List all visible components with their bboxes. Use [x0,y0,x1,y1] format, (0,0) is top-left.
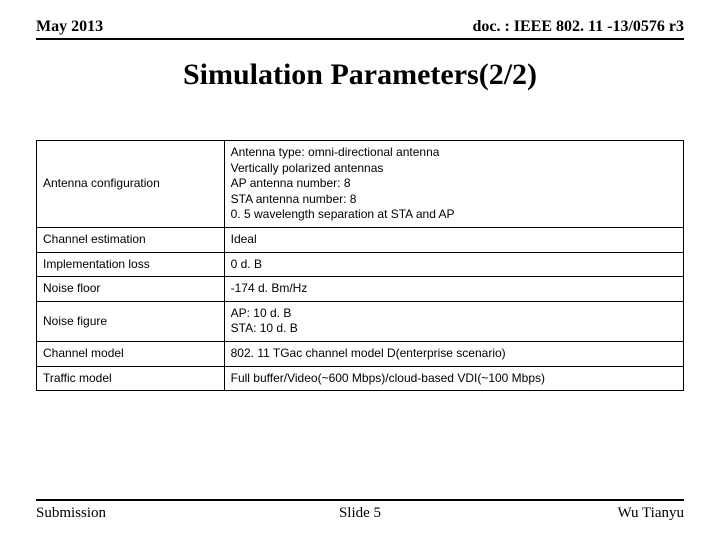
parameters-table-wrap: Antenna configurationAntenna type: omni-… [0,92,720,391]
table-row: Antenna configurationAntenna type: omni-… [37,141,684,228]
param-value: 802. 11 TGac channel model D(enterprise … [224,341,683,366]
footer-right: Wu Tianyu [618,505,685,522]
footer-bar: Submission Slide 5 Wu Tianyu [36,499,684,522]
param-label: Noise figure [37,301,225,341]
table-row: Implementation loss0 d. B [37,252,684,277]
param-value: Ideal [224,227,683,252]
page-title: Simulation Parameters(2/2) [0,58,720,92]
param-label: Antenna configuration [37,141,225,228]
param-label: Traffic model [37,366,225,391]
table-row: Noise figureAP: 10 d. BSTA: 10 d. B [37,301,684,341]
param-label: Channel model [37,341,225,366]
header-date: May 2013 [36,18,103,36]
header-doc-id: doc. : IEEE 802. 11 -13/0576 r3 [472,18,684,36]
param-label: Implementation loss [37,252,225,277]
param-label: Noise floor [37,277,225,302]
param-value: Antenna type: omni-directional antennaVe… [224,141,683,228]
param-value: Full buffer/Video(~600 Mbps)/cloud-based… [224,366,683,391]
parameters-table: Antenna configurationAntenna type: omni-… [36,140,684,391]
header-bar: May 2013 doc. : IEEE 802. 11 -13/0576 r3 [36,0,684,40]
param-value: AP: 10 d. BSTA: 10 d. B [224,301,683,341]
footer-left: Submission [36,505,106,522]
param-label: Channel estimation [37,227,225,252]
table-row: Channel model802. 11 TGac channel model … [37,341,684,366]
table-row: Traffic modelFull buffer/Video(~600 Mbps… [37,366,684,391]
table-row: Channel estimationIdeal [37,227,684,252]
param-value: 0 d. B [224,252,683,277]
table-row: Noise floor-174 d. Bm/Hz [37,277,684,302]
parameters-tbody: Antenna configurationAntenna type: omni-… [37,141,684,391]
footer-slide-number: Slide 5 [339,505,381,522]
param-value: -174 d. Bm/Hz [224,277,683,302]
